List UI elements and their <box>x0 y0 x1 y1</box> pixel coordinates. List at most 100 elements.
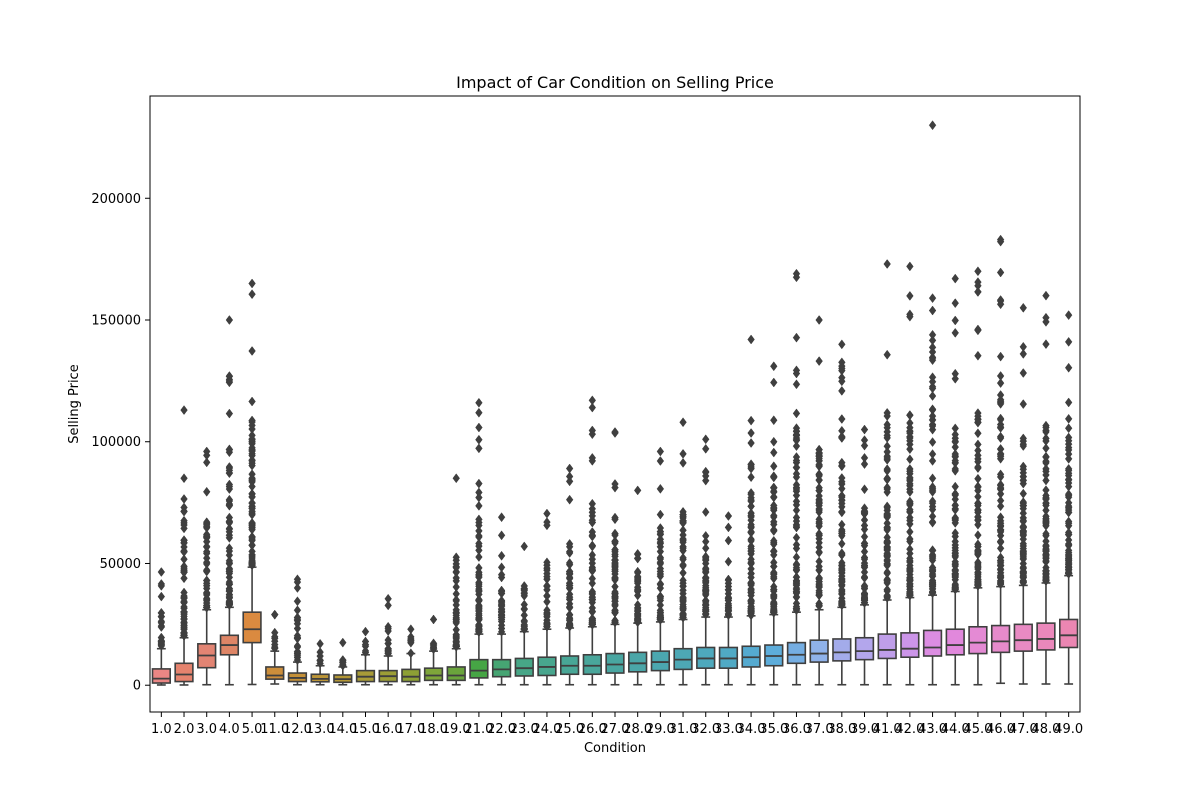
box-iqr <box>151 668 171 684</box>
outlier-point <box>543 590 551 601</box>
outlier-point <box>928 305 937 316</box>
outlier-point <box>225 592 234 603</box>
outlier-point <box>588 455 597 466</box>
outlier-point <box>1064 413 1073 424</box>
outlier-point <box>248 346 256 356</box>
box-iqr <box>423 667 444 682</box>
outlier-point <box>792 268 801 279</box>
outlier-point <box>633 553 642 564</box>
outlier-point <box>838 507 846 518</box>
outlier-point <box>770 461 778 472</box>
outlier-point <box>1042 470 1050 480</box>
outlier-point <box>951 273 959 284</box>
outlier-point <box>860 440 869 451</box>
outlier-point <box>951 540 959 550</box>
outlier-point <box>928 486 937 497</box>
outlier-point <box>951 504 959 515</box>
outlier-point <box>1019 546 1027 556</box>
outlier-point <box>497 550 506 561</box>
outlier-point <box>293 618 302 629</box>
outlier-point <box>1019 558 1027 569</box>
outlier-point <box>429 614 438 625</box>
outlier-point <box>588 402 597 413</box>
outlier-point <box>180 405 188 416</box>
outlier-point <box>1064 439 1073 450</box>
x-tick-label: 41.0 <box>873 722 902 737</box>
outlier-point <box>928 455 937 466</box>
outlier-point <box>565 463 574 474</box>
outlier-point <box>157 591 166 602</box>
outlier-point <box>656 509 665 520</box>
box-group-46.0 <box>990 234 1011 685</box>
outlier-point <box>928 411 937 422</box>
outlier-point <box>951 584 959 595</box>
outlier-point <box>928 120 937 131</box>
outlier-point <box>883 259 891 269</box>
outlier-point <box>792 539 801 550</box>
outlier-point <box>452 624 460 635</box>
outlier-point <box>679 457 687 468</box>
x-tick-label: 39.0 <box>850 722 879 737</box>
outlier-point <box>452 614 460 624</box>
box-group-48.0 <box>1036 290 1056 685</box>
outlier-point <box>656 446 665 457</box>
x-tick-label: 44.0 <box>941 722 970 737</box>
outlier-point <box>770 500 778 511</box>
x-axis-title: Condition <box>584 741 646 756</box>
outlier-point <box>611 479 619 489</box>
x-tick-label: 24.0 <box>532 722 561 737</box>
outlier-point <box>384 593 392 604</box>
outlier-point <box>384 600 392 611</box>
outlier-point <box>248 458 256 469</box>
outlier-point <box>838 473 846 483</box>
outlier-point <box>1042 575 1050 586</box>
outlier-point <box>679 581 687 592</box>
outlier-point <box>475 624 483 635</box>
outlier-point <box>883 584 891 595</box>
outlier-point <box>815 547 823 557</box>
outlier-point <box>996 267 1005 278</box>
outlier-point <box>996 431 1005 442</box>
outlier-point <box>974 530 982 541</box>
outlier-point <box>565 602 574 613</box>
x-tick-label: 28.0 <box>623 722 652 737</box>
outlier-point <box>248 503 256 514</box>
x-tick-label: 17.0 <box>396 722 425 737</box>
outlier-point <box>770 377 778 388</box>
outlier-point <box>407 624 415 635</box>
outlier-point <box>974 562 982 573</box>
outlier-point <box>906 555 914 566</box>
x-tick-label: 45.0 <box>963 722 992 737</box>
outlier-point <box>883 543 891 554</box>
outlier-point <box>974 576 982 587</box>
outlier-point <box>996 394 1005 405</box>
box-group-38.0 <box>832 339 852 686</box>
outlier-point <box>770 526 778 536</box>
box-group-26.0 <box>582 395 602 686</box>
outlier-point <box>293 652 302 663</box>
outlier-point <box>996 299 1005 310</box>
outlier-point <box>747 543 755 554</box>
outlier-point <box>838 538 846 549</box>
box-group-44.0 <box>945 273 965 686</box>
x-axis: 1.0 2.0 3.0 4.0 5.011.012.013.014.015.016.01… <box>151 712 1083 737</box>
box-group-42.0 <box>900 261 920 686</box>
box-group-23.0 <box>514 541 534 686</box>
outlier-point <box>339 637 347 648</box>
outlier-point <box>996 451 1005 462</box>
outlier-point <box>588 395 597 406</box>
outlier-point <box>316 638 324 649</box>
outlier-point <box>996 525 1005 536</box>
outlier-point <box>679 541 687 552</box>
outlier-point <box>838 565 846 576</box>
x-tick-label: 23.0 <box>510 722 539 737</box>
box-iqr <box>582 653 602 676</box>
outlier-point <box>838 577 846 588</box>
outlier-point <box>860 435 869 446</box>
x-tick-label: 26.0 <box>578 722 607 737</box>
outlier-point <box>792 332 801 343</box>
outlier-point <box>702 507 710 517</box>
outlier-point <box>724 511 733 521</box>
outlier-point <box>974 547 982 557</box>
outlier-point <box>1042 463 1050 474</box>
